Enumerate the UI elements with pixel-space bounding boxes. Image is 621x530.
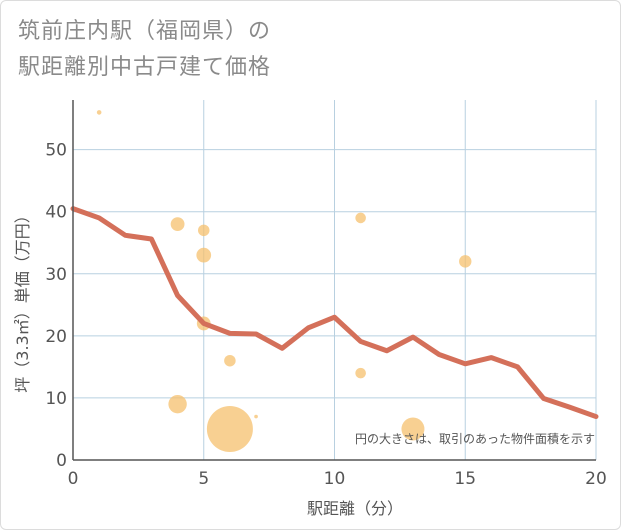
x-tick-label-5: 5: [198, 469, 209, 489]
y-tick-label-30: 30: [45, 265, 67, 285]
bubble-point-7: [206, 405, 253, 452]
trend-line: [70, 206, 599, 420]
grid-lines: [73, 100, 597, 460]
bubble-point-10: [355, 367, 366, 379]
chart-title-line-1: 筑前庄内駅（福岡県）の: [18, 19, 272, 44]
trend-line-group: [70, 206, 599, 420]
axes: [72, 100, 596, 461]
chart-title: 筑前庄内駅（福岡県）の 駅距離別中古戸建て価格: [18, 14, 271, 86]
x-tick-label-10: 10: [324, 469, 346, 489]
y-tick-label-20: 20: [45, 327, 67, 347]
x-axis-label: 駅距離（分）: [307, 499, 403, 518]
x-tick-label-20: 20: [585, 469, 607, 489]
y-tick-label-0: 0: [56, 451, 67, 471]
x-tick-label-15: 15: [454, 469, 476, 489]
chart-title-line-2: 駅距離別中古戸建て価格: [18, 55, 272, 80]
bubble-point-8: [254, 414, 258, 419]
bubble-point-11: [401, 417, 425, 441]
bubble-point-3: [198, 224, 210, 237]
bubble-point-1: [170, 217, 185, 232]
bubble-point-6: [224, 354, 236, 367]
bubble-point-12: [459, 255, 472, 268]
bubble-point-2: [168, 394, 187, 414]
bubble-point-0: [96, 110, 102, 115]
bubble-point-4: [196, 247, 212, 263]
y-tick-label-10: 10: [45, 389, 67, 409]
y-tick-label-50: 50: [45, 141, 67, 161]
size-note: 円の大きさは、取引のあった物件面積を示す: [355, 431, 595, 446]
y-axis-label: 坪（3.3㎡）単価（万円）: [13, 207, 32, 392]
tick-labels: 0 5 10 15 20 0 10 20 30 40 50: [45, 141, 606, 489]
bubbles: [96, 110, 472, 452]
x-tick-label-0: 0: [68, 469, 79, 489]
bubble-point-9: [355, 212, 366, 224]
y-tick-label-40: 40: [45, 203, 67, 223]
